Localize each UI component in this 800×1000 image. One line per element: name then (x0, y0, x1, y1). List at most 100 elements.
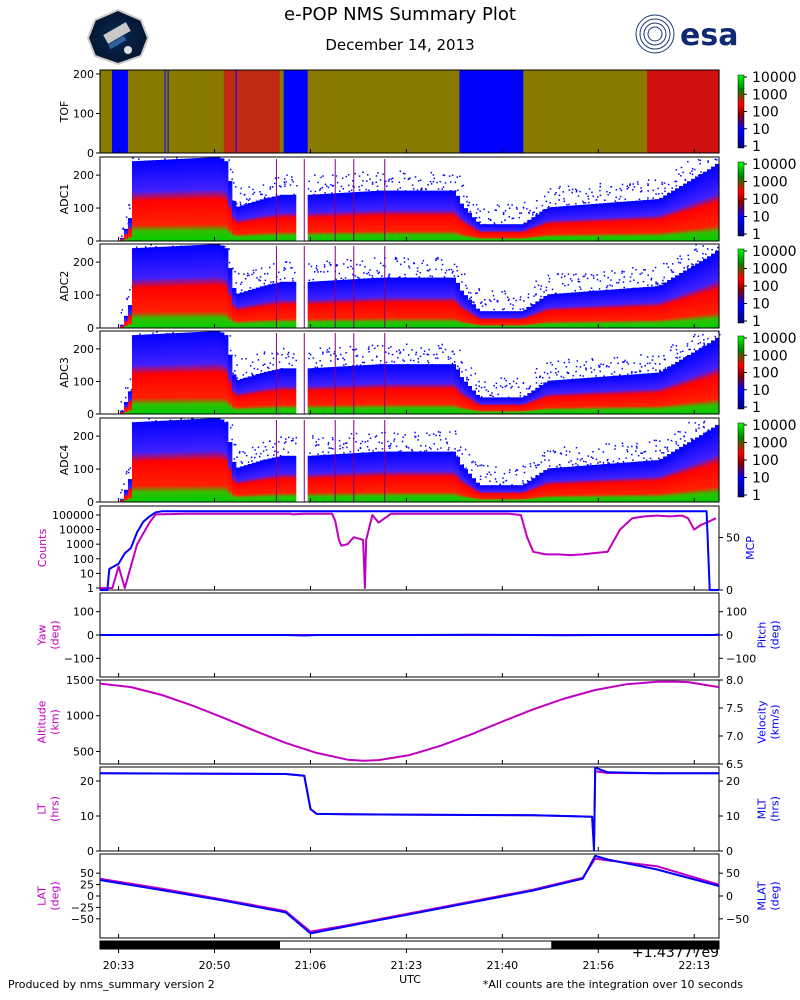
adc-speckle (595, 458, 598, 461)
adc-column (647, 373, 652, 414)
adc-speckle (338, 272, 341, 275)
adc-speckle (277, 451, 279, 454)
adc-speckle (403, 261, 406, 263)
adc-speckle (611, 270, 613, 272)
tof-column (143, 70, 149, 153)
adc-column (507, 311, 512, 328)
adc-speckle (618, 458, 621, 460)
adc-speckle (358, 186, 360, 188)
adc-column (179, 419, 185, 502)
adc-column (675, 188, 680, 241)
adc-column (551, 293, 556, 328)
adc-speckle (643, 457, 645, 459)
adc-speckle (479, 475, 482, 477)
adc-speckle (598, 448, 600, 450)
adc-speckle (574, 188, 577, 190)
adc-speckle (449, 181, 452, 183)
adc-speckle (609, 192, 611, 194)
adc-column (523, 483, 528, 502)
adc-speckle (381, 442, 383, 444)
adc-speckle (522, 465, 524, 467)
tof-column (155, 70, 161, 153)
adc-column (235, 379, 241, 414)
tof-column (467, 70, 472, 153)
adc-column (283, 194, 289, 241)
adc-column (291, 455, 297, 502)
adc-speckle (702, 245, 704, 247)
adc-speckle (599, 182, 602, 185)
adc-speckle (661, 192, 664, 195)
adc-speckle (583, 364, 586, 366)
adc-speckle (558, 199, 560, 201)
y-axis-label-adc2-line: ADC2 (58, 271, 71, 302)
adc-speckle (308, 279, 311, 281)
tof-column (303, 70, 309, 153)
adc-speckle (232, 372, 235, 375)
adc-column (615, 463, 620, 502)
daynight-segment-day (279, 940, 553, 950)
adc-speckle (156, 331, 158, 333)
adc-speckle (327, 443, 330, 446)
adc-speckle (253, 191, 256, 194)
adc-speckle (445, 269, 448, 272)
adc-speckle (670, 439, 673, 442)
adc-speckle (251, 361, 254, 363)
tof-column (159, 70, 165, 153)
adc-column (135, 421, 141, 502)
tof-column (511, 70, 516, 153)
adc-column (439, 277, 445, 328)
tof-column (251, 70, 257, 153)
adc-speckle (444, 182, 447, 184)
tof-column (279, 70, 285, 153)
tof-column (151, 70, 157, 153)
adc-speckle (477, 390, 480, 392)
adc-speckle (154, 246, 157, 248)
tof-column (107, 70, 113, 153)
adc-column (371, 452, 377, 502)
adc-speckle (129, 467, 132, 469)
adc-speckle (371, 359, 374, 361)
adc-speckle (567, 284, 570, 286)
adc-speckle (534, 372, 537, 374)
adc-column (363, 278, 369, 328)
adc-speckle (431, 275, 434, 278)
adc-speckle (391, 360, 393, 363)
adc-speckle (465, 369, 467, 371)
y-tick-label: 0 (87, 147, 94, 160)
adc-speckle (358, 277, 360, 280)
adc-speckle (493, 222, 496, 224)
tof-column (431, 70, 437, 153)
adc-speckle (369, 437, 372, 440)
adc-speckle (595, 375, 597, 377)
adc-speckle (582, 275, 585, 278)
adc-column (519, 311, 524, 328)
adc-speckle (350, 432, 353, 435)
adc-speckle (512, 304, 514, 306)
colorbar (737, 161, 745, 237)
adc-speckle (322, 353, 324, 355)
adc-column (283, 455, 289, 502)
adc-column (375, 451, 381, 502)
adc-speckle (696, 250, 698, 252)
adc-speckle (663, 182, 666, 184)
adc-speckle (287, 351, 290, 354)
adc-speckle (621, 367, 623, 370)
adc-column (659, 284, 664, 328)
adc-speckle (511, 385, 513, 388)
adc-speckle (328, 447, 330, 449)
adc-column (391, 451, 397, 502)
adc-speckle (691, 170, 693, 172)
adc-column (355, 191, 361, 241)
adc-column (307, 455, 313, 502)
adc-column (427, 451, 433, 502)
adc-speckle (517, 386, 520, 389)
adc-speckle (583, 460, 585, 463)
adc-speckle (575, 273, 577, 275)
adc-speckle (580, 288, 582, 290)
adc-speckle (411, 349, 413, 351)
adc-speckle (253, 367, 256, 370)
adc-speckle (528, 212, 530, 214)
adc-column (279, 368, 285, 414)
adc-column (547, 468, 552, 502)
adc-column (203, 157, 209, 241)
